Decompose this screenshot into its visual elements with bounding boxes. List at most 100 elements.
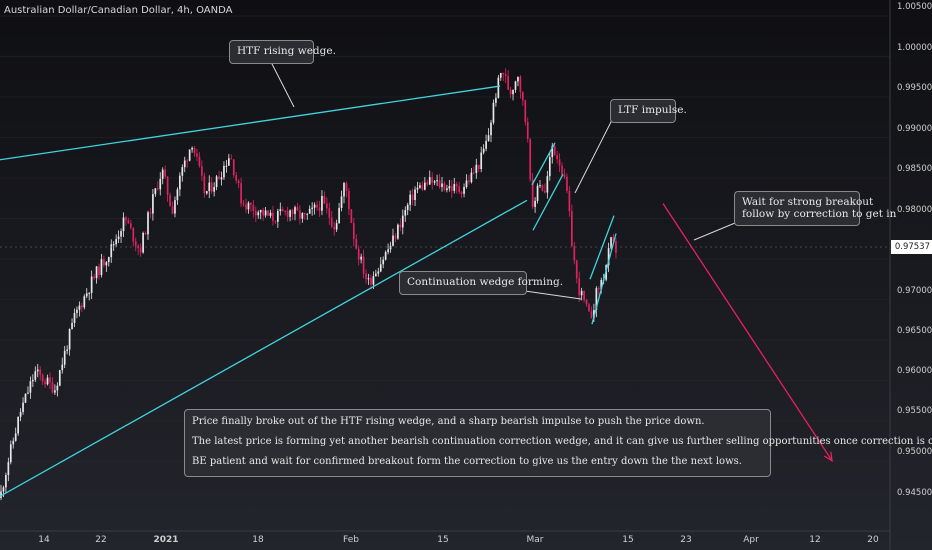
chart-title: Australian Dollar/Canadian Dollar, 4h, O…	[4, 5, 233, 16]
candle	[323, 195, 326, 204]
candle	[259, 209, 262, 213]
candle	[504, 74, 507, 76]
candle	[607, 248, 610, 266]
candle	[597, 288, 600, 290]
note-ltf-impulse[interactable]: LTF impulse.	[610, 99, 687, 123]
candle	[321, 195, 323, 211]
candle	[17, 416, 19, 434]
candle	[76, 309, 78, 313]
candle	[497, 77, 500, 98]
candle	[188, 149, 191, 161]
projection-arrow-head	[823, 451, 833, 462]
candle	[32, 379, 34, 382]
candle	[299, 210, 301, 219]
continuation-lower	[591, 233, 617, 325]
y-tick-label: 0.95000	[897, 447, 932, 457]
y-tick-label: 1.00500	[897, 2, 932, 12]
note-continuation-text: Continuation wedge forming.	[407, 276, 564, 288]
candle	[196, 153, 198, 157]
candle	[73, 312, 76, 323]
note-wait-line1: Wait for strong breakout	[742, 196, 874, 208]
candle	[382, 259, 385, 265]
candle	[610, 237, 612, 249]
candle	[438, 180, 441, 188]
candle	[186, 160, 189, 162]
candle	[201, 166, 203, 176]
candle	[272, 212, 274, 222]
note-continuation[interactable]: Continuation wedge forming.	[399, 271, 563, 295]
candle	[360, 256, 362, 260]
candle	[61, 364, 64, 371]
candle	[492, 102, 495, 123]
candle	[308, 208, 311, 214]
candle	[36, 369, 39, 372]
candle	[223, 165, 225, 178]
candle	[149, 212, 152, 214]
candle	[134, 241, 137, 246]
candle	[230, 158, 233, 160]
candle	[485, 140, 487, 149]
candle	[477, 164, 480, 170]
x-tick-label: Apr	[743, 535, 759, 545]
candle	[90, 276, 93, 293]
candle	[463, 186, 465, 194]
note-htf-wedge[interactable]: HTF rising wedge.	[229, 40, 336, 64]
note-wait-breakout[interactable]: Wait for strong breakout follow by corre…	[734, 191, 896, 226]
candle	[612, 237, 615, 242]
candle	[166, 176, 169, 195]
candle	[117, 236, 120, 240]
candle	[318, 207, 321, 211]
candle	[313, 204, 316, 208]
candle	[450, 186, 453, 191]
candle	[63, 350, 66, 365]
candle	[41, 374, 44, 382]
candle	[125, 217, 127, 221]
candle	[83, 296, 86, 308]
pointer-htf-wedge	[269, 59, 295, 108]
candle	[556, 155, 558, 160]
candle	[183, 160, 186, 168]
y-tick-label: 0.99000	[897, 124, 932, 134]
candle	[495, 97, 497, 103]
candle	[142, 232, 144, 253]
candle	[132, 227, 135, 242]
projection-arrow	[662, 203, 833, 462]
candle	[362, 256, 365, 274]
candle	[561, 165, 563, 175]
candle	[171, 206, 174, 214]
candle	[311, 207, 313, 209]
pointer-continuation	[524, 290, 582, 300]
candle	[326, 203, 328, 209]
candle	[573, 246, 576, 261]
candle	[277, 210, 279, 222]
candle	[130, 223, 132, 228]
y-tick-label: 0.96000	[897, 366, 932, 376]
candle	[553, 146, 556, 156]
candle	[539, 185, 541, 187]
candle	[401, 215, 404, 228]
candle	[370, 278, 372, 285]
candle	[512, 89, 514, 95]
candle	[473, 172, 475, 174]
candle	[448, 186, 451, 189]
candle	[5, 475, 7, 488]
candle	[375, 273, 377, 277]
candle	[7, 462, 10, 476]
ltf-impulse-upper	[531, 142, 556, 186]
note-htf-text: HTF rising wedge.	[237, 45, 336, 57]
candle	[428, 177, 431, 185]
candle	[78, 305, 81, 310]
candle	[340, 196, 343, 208]
candle	[350, 209, 353, 223]
candle	[338, 207, 340, 224]
candle	[213, 187, 215, 192]
candle	[274, 221, 277, 223]
candle	[198, 156, 201, 167]
note-summary[interactable]: Price finally broke out of the HTF risin…	[184, 409, 932, 477]
candle	[517, 76, 519, 82]
candle	[421, 185, 424, 190]
candle	[480, 152, 483, 170]
candle	[394, 235, 397, 239]
